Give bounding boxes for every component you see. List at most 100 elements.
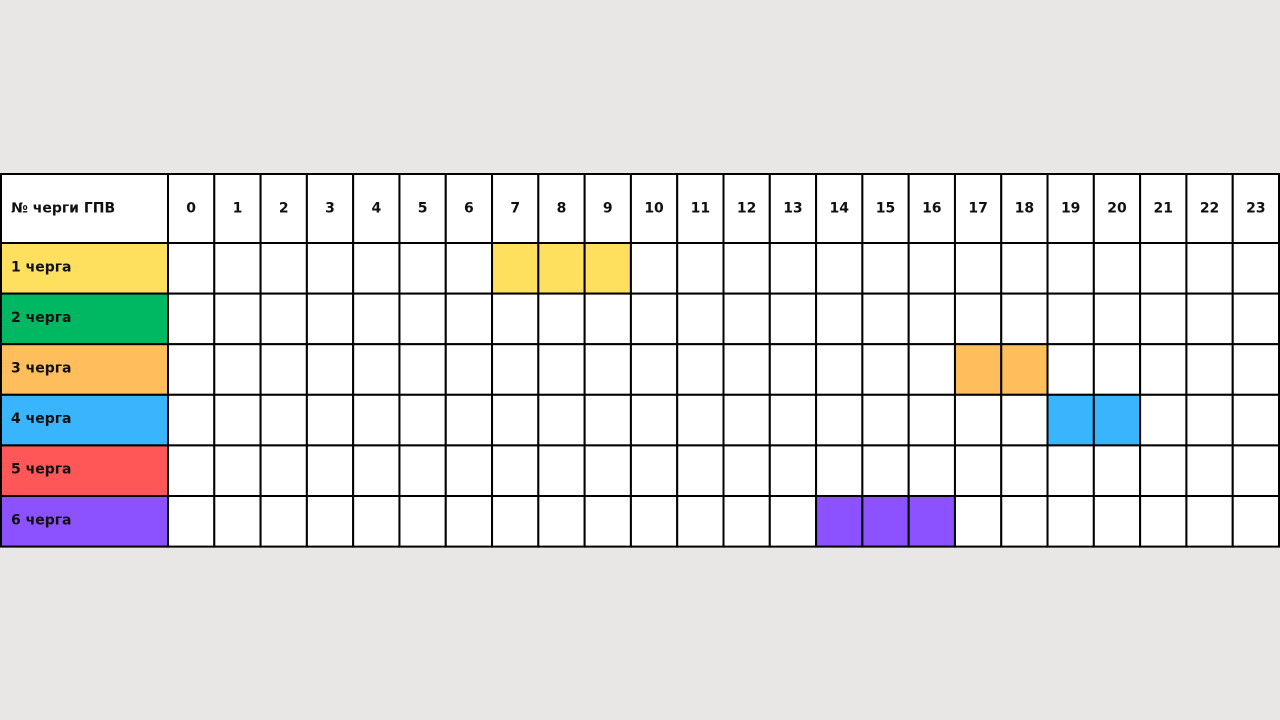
hour-cell — [768, 444, 818, 497]
queue-label-cell — [0, 495, 169, 548]
hour-label: 8 — [557, 201, 567, 217]
hour-cell — [352, 444, 401, 497]
queue-label: 2 черга — [11, 310, 72, 326]
hour-header-cell — [1046, 173, 1095, 244]
hour-cell — [305, 495, 355, 548]
hour-cell — [213, 343, 262, 396]
hour-label: 6 — [464, 201, 474, 217]
hour-header-cell — [722, 173, 771, 244]
hour-cell — [167, 242, 216, 295]
hour-cell — [953, 495, 1003, 548]
hour-cell — [953, 444, 1003, 497]
hour-cell — [629, 343, 679, 396]
hour-cell — [1000, 292, 1049, 346]
hour-cell — [907, 343, 956, 396]
hour-cell — [537, 393, 586, 447]
hour-cell — [907, 444, 956, 497]
hour-cell — [583, 343, 632, 396]
hour-cell — [1185, 292, 1234, 346]
hour-label: 21 — [1154, 201, 1173, 217]
hour-cell — [1092, 292, 1142, 346]
hour-cell — [1046, 242, 1095, 295]
hour-label: 11 — [691, 201, 710, 217]
hour-cell — [907, 292, 956, 346]
hour-cell — [815, 393, 864, 447]
hour-cell — [352, 292, 401, 346]
hour-label: 20 — [1107, 201, 1127, 217]
hour-header-cell — [1092, 173, 1142, 244]
hour-cell — [352, 393, 401, 447]
queue-label-cell — [0, 393, 169, 447]
hour-cell — [1092, 444, 1142, 497]
queue-label-cell — [0, 343, 169, 396]
hour-cell — [1000, 444, 1049, 497]
hour-header-cell — [537, 173, 586, 244]
hour-cell — [259, 444, 308, 497]
hour-cell — [768, 292, 818, 346]
hour-cell — [1185, 343, 1234, 396]
hour-cell — [1231, 292, 1280, 346]
hour-cell — [1185, 242, 1234, 295]
hour-cell — [259, 242, 308, 295]
hour-cell — [676, 242, 725, 295]
hour-label: 5 — [418, 201, 428, 217]
hour-cell — [676, 393, 725, 447]
hour-cell — [1231, 343, 1280, 396]
hour-cell — [1185, 444, 1234, 497]
hour-cell — [167, 292, 216, 346]
hour-cell — [213, 495, 262, 548]
hour-cell — [629, 393, 679, 447]
hour-cell — [1231, 393, 1280, 447]
hour-cell — [491, 292, 540, 346]
hour-cell — [1092, 242, 1142, 295]
hour-cell — [629, 292, 679, 346]
hour-label: 9 — [603, 201, 613, 217]
hour-header-cell — [444, 173, 494, 244]
queue-label-cell — [0, 292, 169, 346]
hour-cell — [305, 343, 355, 396]
hour-cell — [815, 444, 864, 497]
hour-cell — [1046, 343, 1095, 396]
outage-cell — [583, 242, 632, 295]
hour-cell — [953, 292, 1003, 346]
hour-label: 2 — [279, 201, 289, 217]
hour-label: 17 — [968, 201, 987, 217]
hour-cell — [352, 343, 401, 396]
hour-cell — [1139, 393, 1188, 447]
outage-cell — [861, 495, 910, 548]
hour-cell — [491, 495, 540, 548]
hour-label: 16 — [922, 201, 941, 217]
hour-cell — [953, 242, 1003, 295]
hour-cell — [953, 393, 1003, 447]
hour-cell — [1231, 242, 1280, 295]
queue-label: 6 черга — [11, 512, 72, 528]
hour-cell — [1000, 393, 1049, 447]
hour-label: 3 — [325, 201, 335, 217]
hour-cell — [722, 393, 771, 447]
hour-label: 22 — [1200, 201, 1219, 217]
hour-cell — [583, 444, 632, 497]
hour-label: 10 — [644, 201, 664, 217]
hour-cell — [768, 495, 818, 548]
hour-cell — [722, 444, 771, 497]
hour-cell — [398, 242, 447, 295]
hour-cell — [352, 495, 401, 548]
hour-cell — [259, 495, 308, 548]
hour-cell — [259, 343, 308, 396]
hour-cell — [768, 242, 818, 295]
hour-cell — [398, 495, 447, 548]
outage-cell — [491, 242, 540, 295]
hour-cell — [583, 393, 632, 447]
outage-cell — [953, 343, 1003, 396]
hour-header-cell — [953, 173, 1003, 244]
hour-cell — [537, 343, 586, 396]
hour-cell — [398, 393, 447, 447]
hour-header-cell — [1139, 173, 1188, 244]
hour-cell — [768, 343, 818, 396]
hour-cell — [676, 292, 725, 346]
hour-cell — [722, 343, 771, 396]
hour-cell — [305, 292, 355, 346]
hour-cell — [1092, 495, 1142, 548]
